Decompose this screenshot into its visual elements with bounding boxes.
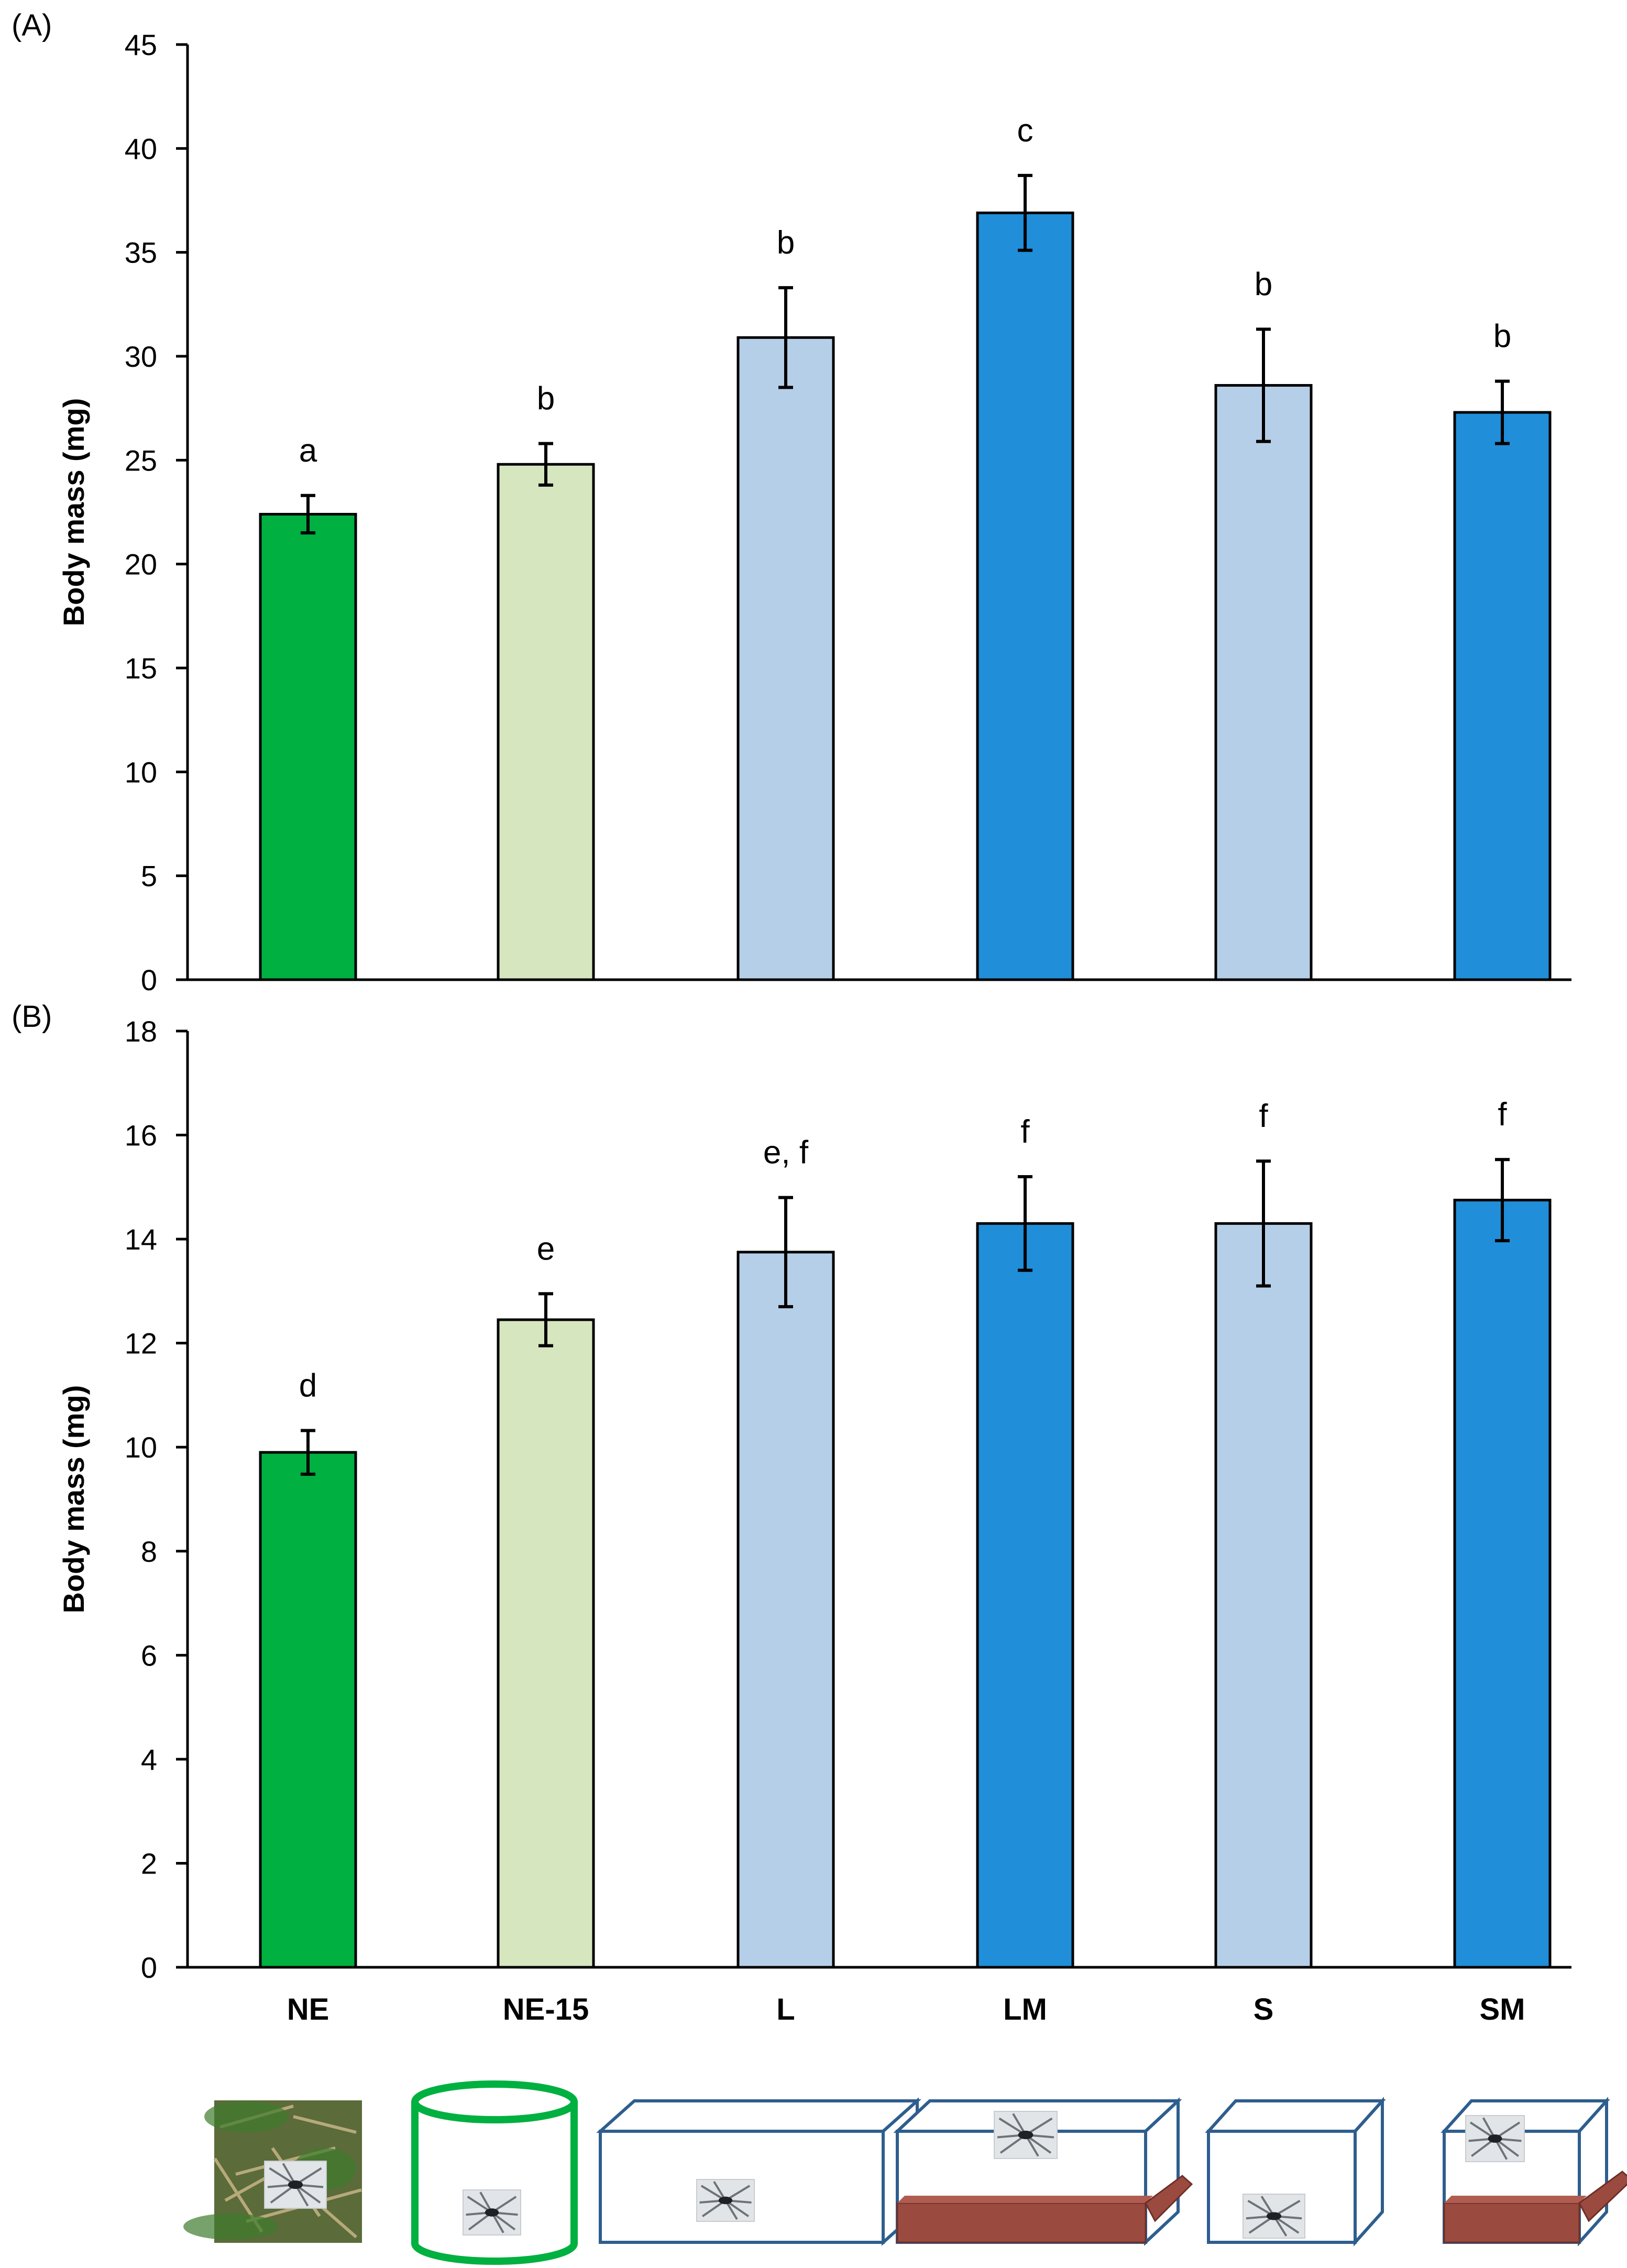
y-axis-title: Body mass (mg): [57, 398, 90, 627]
y-tick-label: 18: [125, 1015, 157, 1048]
cylinder-top-rim: [411, 2080, 578, 2123]
category-label-ne: NE: [287, 1992, 329, 2026]
significance-letter-s: b: [1255, 266, 1272, 302]
spider-body: [718, 2196, 733, 2205]
category-label-sm: SM: [1480, 1992, 1525, 2026]
spider-thumbnail: [1243, 2194, 1305, 2239]
bar-ne: [259, 1451, 357, 1969]
category-label-lm: LM: [1003, 1992, 1047, 2026]
y-tick-label: 20: [125, 548, 157, 581]
y-tick-label: 15: [125, 652, 157, 685]
y-axis-title: Body mass (mg): [57, 1385, 90, 1614]
panel-a-chart: (A) 0 5 10 15 20 25 30 35 40 45 Body mass (mg) a b b c b…: [12, 8, 1571, 996]
spider-thumbnail: [696, 2179, 755, 2222]
y-tick-label: 10: [125, 1431, 157, 1464]
y-tick-label: 5: [141, 860, 157, 893]
spider-thumbnail: [1465, 2115, 1525, 2162]
branch-extension: [1578, 2171, 1627, 2222]
y-tick-label: 12: [125, 1327, 157, 1360]
large-box-icon: [596, 2097, 921, 2246]
y-tick-label: 30: [125, 340, 157, 373]
bar-lm: [976, 1222, 1074, 1969]
field-photo-icon: [183, 2100, 362, 2243]
grass-blade: [293, 2115, 357, 2134]
significance-letter-sm: b: [1493, 319, 1511, 355]
category-label-l: L: [776, 1992, 795, 2026]
significance-letter-ne-15: b: [537, 381, 555, 417]
bar-l: [736, 336, 835, 981]
y-tick-label: 25: [125, 444, 157, 477]
spider-body: [1488, 2134, 1502, 2143]
significance-letter-ne-15: e: [537, 1231, 555, 1267]
large-box-with-branch-icon: [893, 2097, 1193, 2246]
y-tick-label: 2: [141, 1847, 157, 1880]
significance-letter-lm: c: [1017, 113, 1034, 149]
spider-thumbnail: [994, 2111, 1058, 2159]
spider-body: [288, 2180, 303, 2189]
y-tick-label: 10: [125, 755, 157, 788]
bar-s: [1214, 1222, 1313, 1969]
box-top-face: [596, 2099, 921, 2133]
branch-extension: [1145, 2175, 1193, 2222]
spider-body: [1018, 2130, 1034, 2140]
bar-ne-15: [497, 1318, 595, 1969]
significance-letter-l: b: [777, 225, 795, 261]
spider-thumbnail: [264, 2161, 327, 2209]
significance-letter-sm: f: [1498, 1097, 1507, 1133]
y-tick-label: 8: [141, 1535, 157, 1568]
cylinder-bottom-rim: [411, 2243, 578, 2265]
y-tick-label: 35: [125, 236, 157, 269]
y-tick-label: 40: [125, 132, 157, 165]
cylinder-enclosure-icon: [411, 2080, 578, 2265]
bar-lm: [976, 211, 1074, 981]
significance-letter-ne: d: [299, 1367, 317, 1404]
y-tick-label: 16: [125, 1119, 157, 1152]
significance-letter-s: f: [1259, 1098, 1268, 1134]
y-tick-label: 0: [141, 963, 157, 996]
branch: [896, 2175, 1193, 2243]
y-tick-label: 45: [125, 28, 157, 61]
significance-letter-l: e, f: [763, 1135, 809, 1171]
significance-letter-lm: f: [1020, 1114, 1030, 1150]
bar-ne: [259, 512, 357, 981]
panel-label: (B): [12, 1000, 52, 1034]
panel-label: (A): [12, 8, 52, 42]
bar-s: [1214, 384, 1313, 981]
box-top-face: [1205, 2099, 1386, 2133]
branch-top: [897, 2196, 1153, 2203]
significance-letter-ne: a: [299, 433, 317, 469]
y-tick-label: 4: [141, 1743, 157, 1776]
bar-l: [736, 1251, 835, 1969]
bar-ne-15: [497, 463, 595, 981]
small-box-icon: [1205, 2097, 1386, 2247]
branch-front: [1443, 2202, 1580, 2243]
spider-thumbnail: [463, 2189, 521, 2236]
panel-b-chart: (B) 0 2 4 6 8 10 12 14 16 18 Body mass (mg) d NE e NE-1…: [12, 1000, 1571, 2026]
spider-body: [485, 2208, 499, 2217]
y-tick-label: 6: [141, 1639, 157, 1672]
y-tick-label: 0: [141, 1951, 157, 1984]
branch-front: [896, 2202, 1147, 2243]
bar-sm: [1453, 1199, 1552, 1969]
enclosure-icons-row: [183, 2080, 1627, 2265]
category-label-s: S: [1254, 1992, 1274, 2026]
branch: [1443, 2171, 1627, 2243]
y-tick-label: 14: [125, 1223, 157, 1256]
small-box-with-branch-icon: [1441, 2097, 1627, 2247]
leaf-patch: [204, 2101, 288, 2132]
category-label-ne-15: NE-15: [503, 1992, 589, 2026]
spider-body: [1266, 2212, 1282, 2220]
leaf-patch: [183, 2214, 278, 2240]
branch-top: [1444, 2196, 1587, 2203]
bar-sm: [1453, 411, 1552, 981]
